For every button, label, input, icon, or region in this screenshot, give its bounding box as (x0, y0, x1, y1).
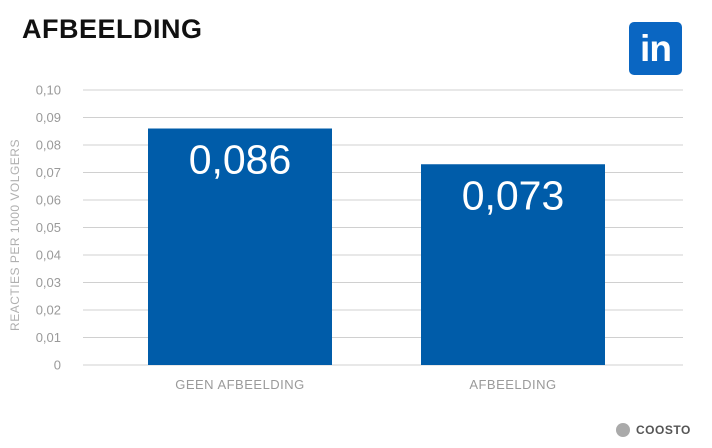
linkedin-logo-text: in (640, 27, 672, 69)
y-tick-label: 0,05 (36, 220, 61, 235)
y-tick-label: 0,10 (36, 83, 61, 98)
brand-footer: COOSTO (616, 423, 691, 437)
y-tick-label: 0,01 (36, 330, 61, 345)
brand-name: COOSTO (636, 423, 691, 437)
bar-value-label: 0,086 (189, 137, 292, 183)
bar (421, 164, 605, 365)
bars (148, 128, 605, 365)
chart-title: AFBEELDING (22, 14, 203, 44)
y-tick-label: 0,03 (36, 275, 61, 290)
y-tick-label: 0,07 (36, 165, 61, 180)
coosto-dot-icon (616, 423, 630, 437)
y-tick-label: 0,06 (36, 193, 61, 208)
y-tick-label: 0,04 (36, 248, 61, 263)
category-label: AFBEELDING (469, 377, 556, 392)
bar (148, 128, 332, 365)
y-tick-label: 0 (54, 358, 61, 373)
y-tick-label: 0,02 (36, 303, 61, 318)
value-labels: 0,086 0,073 (189, 137, 565, 219)
x-axis-categories: GEEN AFBEELDING AFBEELDING (175, 377, 556, 392)
linkedin-icon: in (629, 22, 682, 75)
y-tick-label: 0,08 (36, 138, 61, 153)
y-axis-ticks: 0 0,01 0,02 0,03 0,04 0,05 0,06 0,07 0,08 0,09 0,1… (36, 83, 61, 373)
y-tick-label: 0,09 (36, 110, 61, 125)
y-axis-label: REACTIES PER 1000 VOLGERS (8, 139, 22, 331)
category-label: GEEN AFBEELDING (175, 377, 305, 392)
bar-value-label: 0,073 (462, 172, 565, 218)
